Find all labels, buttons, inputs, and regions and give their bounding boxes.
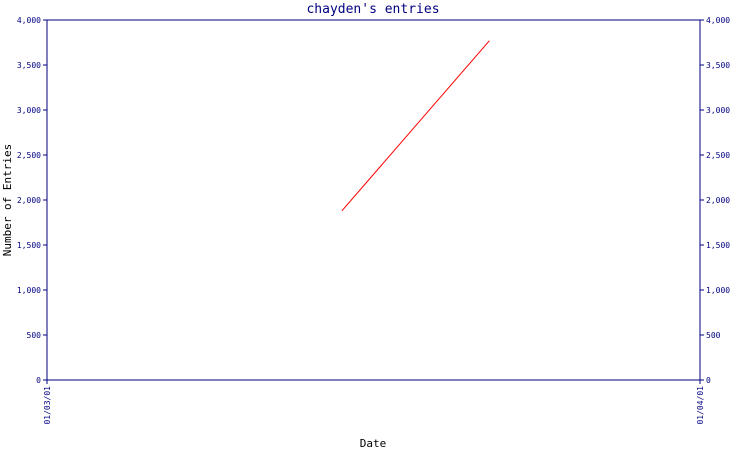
- x-axis-label: Date: [360, 437, 387, 450]
- y-tick-label-left: 1,000: [17, 286, 41, 295]
- y-tick-label-left: 500: [27, 331, 42, 340]
- y-tick-label-left: 3,500: [17, 61, 41, 70]
- y-ticks-right: 0 500 1,000 1,500 2,000 2,500 3,000 3,500 4,000: [700, 16, 730, 385]
- series-layer: [341, 40, 490, 212]
- y-tick-label-right: 2,500: [706, 151, 730, 160]
- y-tick-label-right: 1,000: [706, 286, 730, 295]
- chart-title: chayden's entries: [306, 2, 439, 17]
- x-ticks: 01/03/01 01/04/01: [43, 380, 705, 425]
- y-tick-label-right: 1,500: [706, 241, 730, 250]
- y-tick-label-left: 2,000: [17, 196, 41, 205]
- y-tick-label-left: 2,500: [17, 151, 41, 160]
- y-tick-label-right: 500: [706, 331, 721, 340]
- y-tick-label-right: 4,000: [706, 16, 730, 25]
- plot-frame: [46, 19, 701, 381]
- y-tick-label-left: 3,000: [17, 106, 41, 115]
- y-tick-label-left: 4,000: [17, 16, 41, 25]
- x-tick-label: 01/03/01: [43, 386, 52, 425]
- series-line: [341, 40, 490, 212]
- y-axis-label: Number of Entries: [1, 144, 14, 257]
- y-tick-label-right: 3,500: [706, 61, 730, 70]
- y-ticks-left: 0 500 1,000 1,500 2,000 2,500 3,000 3,500 4,000: [17, 16, 47, 385]
- y-tick-label-left: 0: [36, 376, 41, 385]
- y-tick-label-left: 1,500: [17, 241, 41, 250]
- y-tick-label-right: 0: [706, 376, 711, 385]
- x-tick-label: 01/04/01: [696, 386, 705, 425]
- y-tick-label-right: 3,000: [706, 106, 730, 115]
- y-tick-label-right: 2,000: [706, 196, 730, 205]
